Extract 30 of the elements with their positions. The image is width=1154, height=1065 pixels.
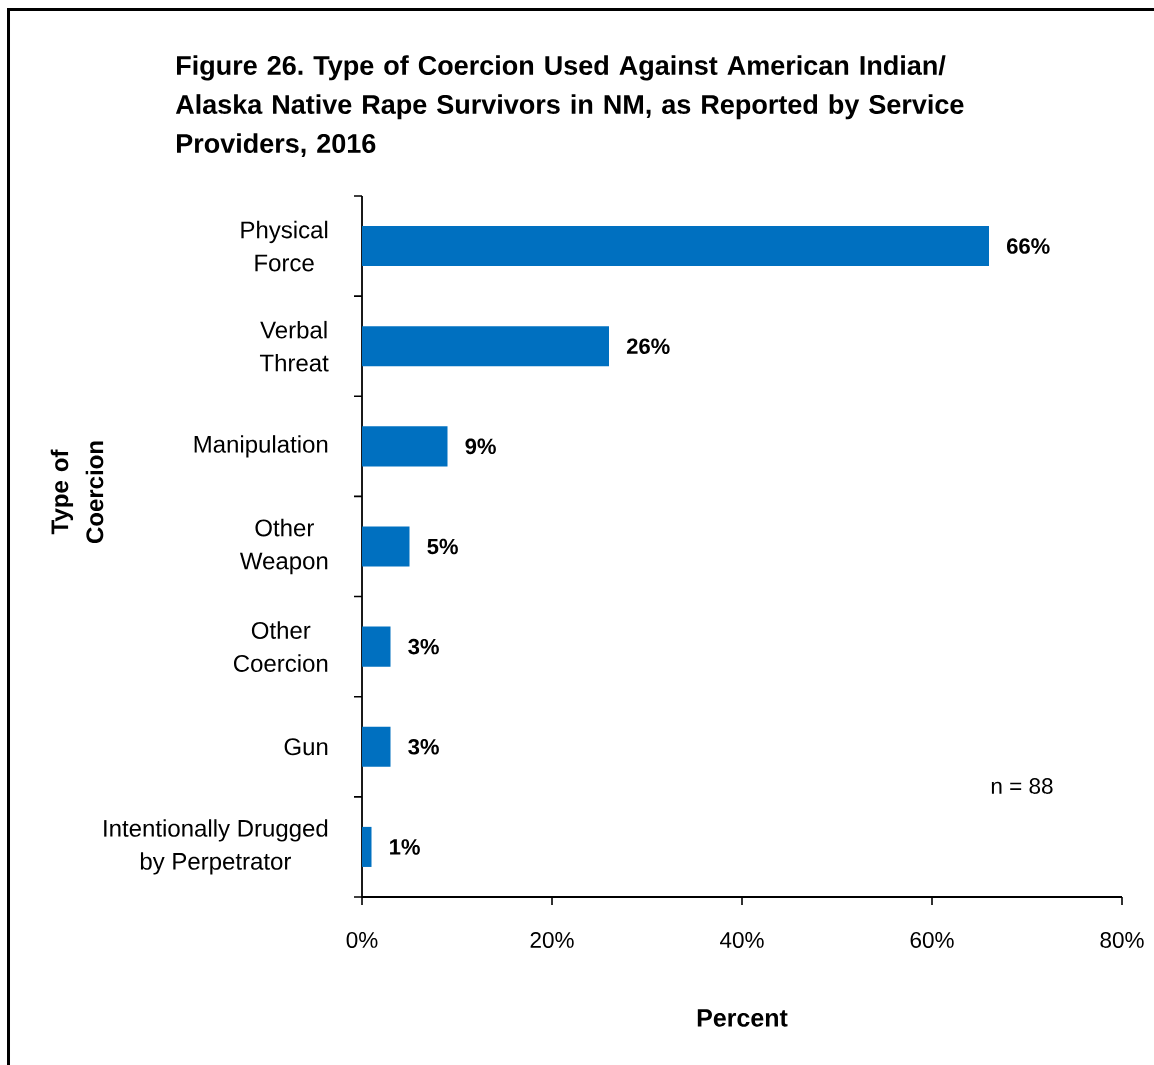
y-tick-label: Gun	[284, 738, 328, 756]
x-tick-label: 40%	[720, 932, 764, 948]
x-tick-label: 20%	[530, 932, 574, 948]
bar	[362, 626, 391, 667]
bar	[362, 326, 609, 367]
data-label: 5%	[427, 538, 458, 555]
data-label: 26%	[626, 338, 670, 354]
chart-title: Figure 26. Type of Coercion Used Against American Indian/ Alaska Native Rape Survivors in NM, as Reported by Service Providers, 2016	[175, 55, 964, 157]
y-tick-label: Physical Force	[241, 220, 328, 272]
y-tick-label: Other Weapon	[239, 518, 328, 575]
y-tick-label: Other Coercion	[233, 621, 328, 672]
y-tick-label: Verbal Threat	[259, 320, 329, 372]
bar	[362, 526, 410, 567]
y-tick-label: Intentionally Drugged by Perpetrator	[104, 819, 328, 875]
annotation: n = 88	[991, 778, 1053, 794]
bar	[362, 426, 448, 467]
y-axis-title: Type of Coercion	[50, 441, 104, 544]
data-label: 66%	[1007, 238, 1050, 254]
data-label: 1%	[390, 839, 420, 855]
x-tick-label: 60%	[910, 932, 954, 948]
bar	[362, 226, 989, 267]
x-tick-label: 80%	[1100, 932, 1144, 948]
y-tick-label: Manipulation	[194, 435, 328, 458]
x-tick-label: 0%	[346, 932, 378, 948]
data-label: 3%	[408, 738, 439, 755]
data-label: 9%	[465, 438, 496, 455]
x-axis-title: Percent	[697, 1009, 788, 1027]
bar	[362, 826, 372, 867]
bar	[362, 726, 391, 767]
data-label: 3%	[408, 638, 439, 655]
